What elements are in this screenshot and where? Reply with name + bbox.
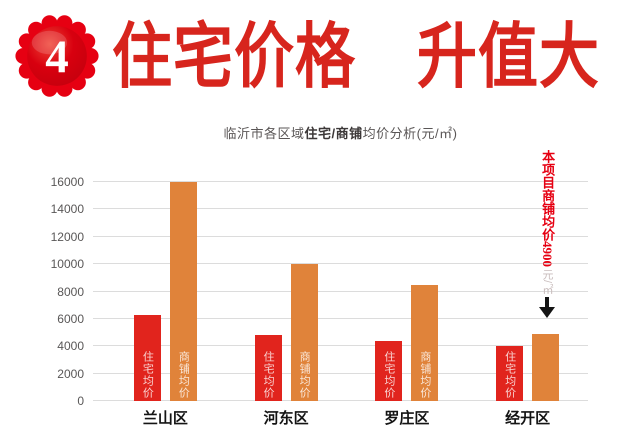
residential-bar: 住宅均价 [496,346,524,401]
residential-bar: 住宅均价 [133,314,161,401]
shop-price-annotation: 本项目商铺均价4900 元/㎡ [521,150,573,319]
bar-label: 住宅均价 [503,351,516,399]
annotation-unit-text: 元/㎡ [541,269,554,295]
gridline [93,235,588,237]
shop-bar: 商铺均价 [169,182,197,401]
gridline [93,345,588,347]
bar-group: 住宅均价 商铺均价 [226,182,347,401]
y-tick-label: 8000 [57,284,84,299]
annotation-red-text: 本项目商铺均价4900 [540,150,556,267]
plot-area: 住宅均价 商铺均价 住宅均价 商铺均价 住宅均价 商铺均价 住宅均价 [93,181,588,401]
chart-subtitle: 临沂市各区域住宅/商铺均价分析(元/㎡) [93,123,588,142]
y-tick-label: 2000 [57,366,84,381]
gridline [93,372,588,374]
shop-bar: 商铺均价 [290,264,318,401]
x-axis-label: 河东区 [263,410,309,427]
bar-label: 商铺均价 [177,351,190,399]
residential-bar: 住宅均价 [375,340,403,401]
bar-label: 商铺均价 [298,351,311,399]
bar-label: 住宅均价 [262,351,275,399]
gridline [93,208,588,210]
bar-label: 商铺均价 [418,351,431,399]
bar-groups: 住宅均价 商铺均价 住宅均价 商铺均价 住宅均价 商铺均价 住宅均价 [93,182,588,401]
y-tick-label: 10000 [50,257,84,272]
bar-group: 住宅均价 商铺均价 [347,182,468,401]
bar-group: 住宅均价 商铺均价 [105,182,226,401]
bar-group: 住宅均价 [467,182,588,401]
y-tick-label: 14000 [50,202,84,217]
y-tick-label: 16000 [50,175,84,189]
chart-subtitle-bold: 住宅/商铺 [304,126,363,141]
chart-subtitle-prefix: 临沂市各区域 [223,126,305,141]
x-axis-label: 罗庄区 [384,410,430,427]
page-title: 住宅价格 升值大 [112,18,600,97]
chart-subtitle-suffix: 均价分析(元/㎡) [362,126,458,141]
y-tick-label: 6000 [57,311,84,326]
y-tick-label: 4000 [57,339,84,354]
shop-bar [532,333,560,401]
gridline [93,181,588,182]
x-axis-label: 经开区 [505,410,551,427]
gridline [93,317,588,319]
x-axis-label: 兰山区 [142,410,188,427]
shop-bar: 商铺均价 [411,284,439,401]
gridline [93,400,588,401]
y-tick-label: 12000 [50,229,84,244]
bar-label: 住宅均价 [141,351,154,399]
gridline [93,290,588,292]
down-arrow-icon [539,297,555,319]
number-badge: 4 [15,15,99,97]
x-axis-labels: 兰山区 河东区 罗庄区 经开区 [93,407,588,428]
badge-gloss [31,30,68,55]
y-axis-labels: 0 2000 4000 6000 8000 10000 12000 14000 16000 [0,176,84,407]
bar-label: 住宅均价 [382,351,395,399]
badge-number: 4 [45,31,69,83]
y-tick-label: 0 [77,394,84,408]
gridline [93,263,588,265]
badge-inner-circle [27,26,87,86]
residential-bar: 住宅均价 [254,335,282,401]
